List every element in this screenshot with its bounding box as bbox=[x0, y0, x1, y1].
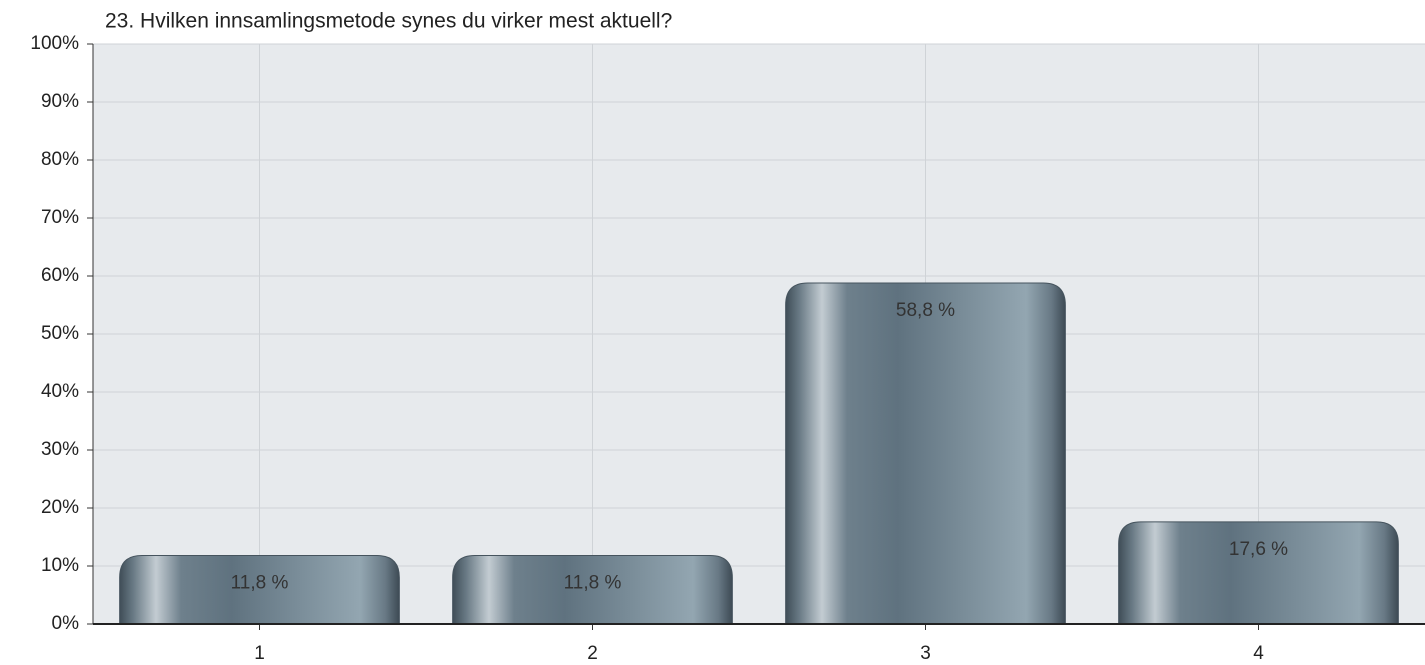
bar bbox=[119, 555, 400, 625]
x-tick-label: 3 bbox=[920, 643, 931, 664]
chart-title: 23. Hvilken innsamlingsmetode synes du v… bbox=[105, 10, 672, 33]
data-label: 11,8 % bbox=[231, 573, 289, 594]
y-tick-label: 40% bbox=[41, 381, 79, 402]
y-tick-label: 100% bbox=[30, 33, 79, 54]
bar bbox=[1118, 521, 1399, 625]
y-tick-label: 20% bbox=[41, 497, 79, 518]
y-tick-label: 80% bbox=[41, 149, 79, 170]
y-tick-label: 60% bbox=[41, 265, 79, 286]
data-label: 11,8 % bbox=[564, 573, 622, 594]
x-tick-label: 4 bbox=[1253, 643, 1264, 664]
y-tick-label: 90% bbox=[41, 91, 79, 112]
y-tick-label: 70% bbox=[41, 207, 79, 228]
data-label: 58,8 % bbox=[896, 300, 955, 321]
y-tick-label: 30% bbox=[41, 439, 79, 460]
y-tick-label: 10% bbox=[41, 555, 79, 576]
bar bbox=[452, 555, 733, 625]
x-tick-label: 1 bbox=[254, 643, 265, 664]
data-label: 17,6 % bbox=[1229, 539, 1288, 560]
bar bbox=[785, 282, 1066, 625]
x-tick-label: 2 bbox=[587, 643, 598, 664]
y-tick-label: 50% bbox=[41, 323, 79, 344]
y-tick-label: 0% bbox=[52, 613, 80, 634]
